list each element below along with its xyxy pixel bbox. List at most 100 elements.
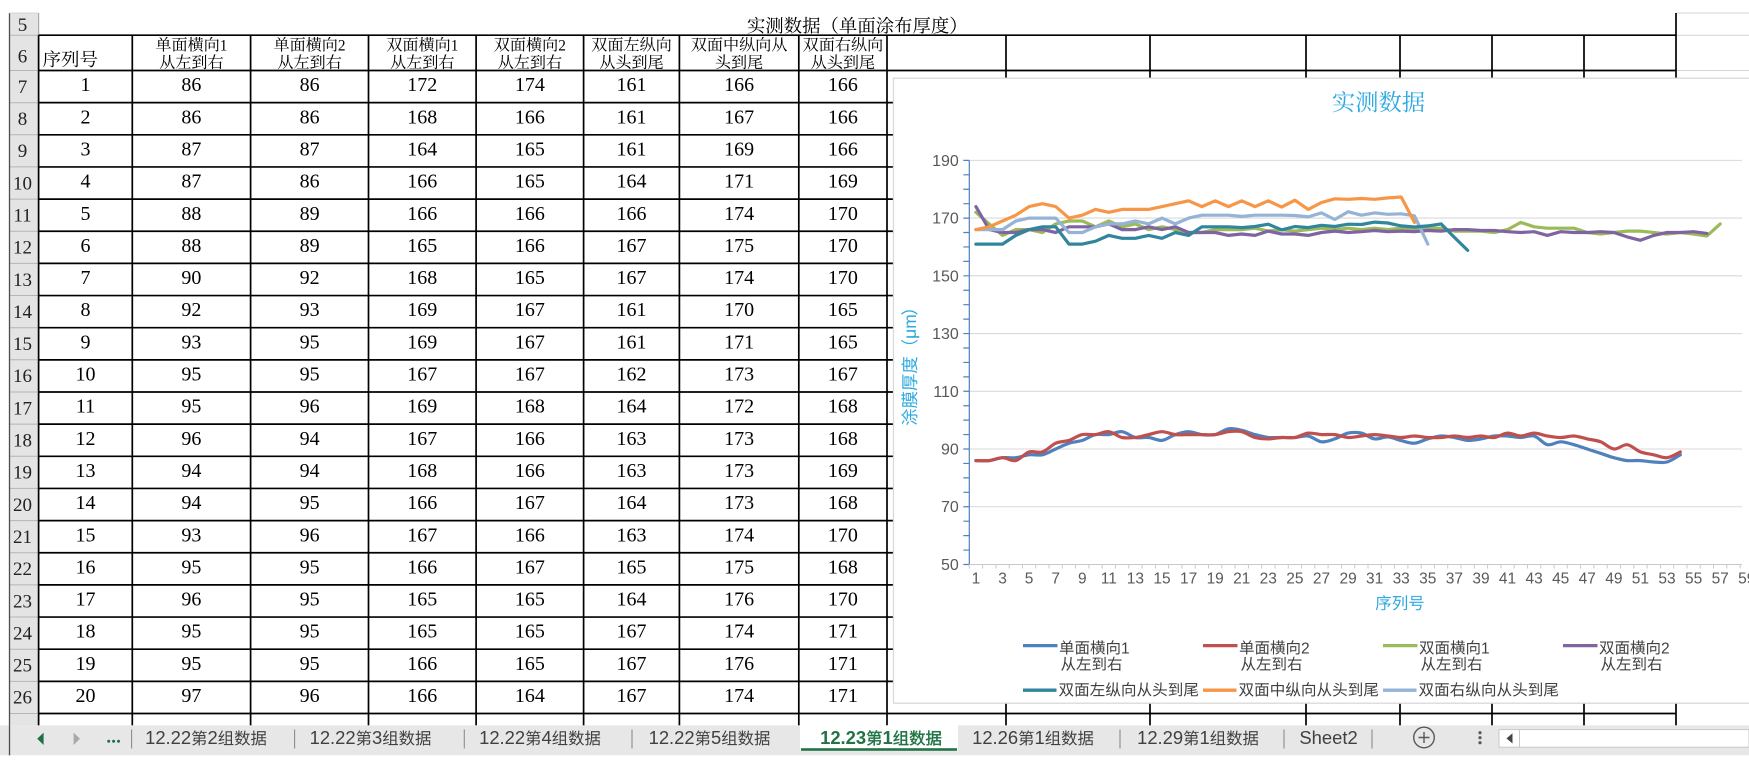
svg-text:21: 21 (13, 527, 32, 548)
svg-text:167: 167 (828, 364, 858, 386)
svg-text:3: 3 (81, 139, 91, 161)
svg-text:171: 171 (828, 653, 858, 675)
svg-text:92: 92 (181, 299, 201, 321)
svg-text:9: 9 (18, 141, 28, 162)
svg-text:167: 167 (407, 364, 437, 386)
svg-text:167: 167 (407, 524, 437, 546)
svg-text:26: 26 (13, 688, 32, 709)
svg-text:168: 168 (407, 460, 437, 482)
svg-text:167: 167 (617, 621, 647, 643)
svg-text:12.26: 12.26 (972, 727, 1018, 748)
svg-text:96: 96 (300, 396, 320, 418)
svg-text:95: 95 (300, 556, 320, 578)
svg-text:1: 1 (81, 74, 91, 96)
svg-text:86: 86 (181, 74, 201, 96)
svg-text:1: 1 (972, 571, 981, 588)
svg-text:2: 2 (1661, 640, 1670, 657)
svg-text:169: 169 (407, 396, 437, 418)
svg-text:165: 165 (828, 299, 858, 321)
svg-text:87: 87 (181, 139, 201, 161)
svg-text:161: 161 (617, 331, 647, 353)
svg-text:170: 170 (828, 203, 858, 225)
svg-text:171: 171 (828, 685, 858, 707)
svg-text:170: 170 (932, 211, 959, 228)
svg-text:166: 166 (617, 203, 647, 225)
svg-text:15: 15 (76, 524, 96, 546)
svg-text:95: 95 (300, 331, 320, 353)
svg-text:11: 11 (76, 396, 95, 418)
svg-text:86: 86 (300, 106, 320, 128)
svg-text:7: 7 (81, 267, 91, 289)
svg-text:2: 2 (1301, 640, 1310, 657)
svg-text:11: 11 (1101, 571, 1117, 588)
svg-text:2: 2 (81, 106, 91, 128)
svg-text:167: 167 (515, 556, 545, 578)
svg-text:87: 87 (300, 139, 320, 161)
svg-text:166: 166 (407, 653, 437, 675)
svg-text:20: 20 (13, 495, 32, 516)
svg-text:166: 166 (515, 524, 545, 546)
svg-text:130: 130 (932, 326, 959, 343)
svg-text:166: 166 (828, 74, 858, 96)
svg-text:41: 41 (1499, 571, 1516, 588)
svg-text:7: 7 (1051, 571, 1060, 588)
svg-text:17: 17 (1180, 571, 1197, 588)
svg-text:97: 97 (181, 685, 201, 707)
svg-text:39: 39 (1472, 571, 1489, 588)
svg-text:168: 168 (828, 492, 858, 514)
svg-text:19: 19 (1207, 571, 1224, 588)
svg-text:17: 17 (13, 398, 32, 419)
svg-text:96: 96 (181, 589, 201, 611)
svg-text:89: 89 (300, 235, 320, 257)
svg-text:166: 166 (515, 203, 545, 225)
svg-text:2: 2 (558, 37, 566, 54)
svg-text:33: 33 (1393, 571, 1410, 588)
svg-text:95: 95 (300, 364, 320, 386)
svg-text:150: 150 (932, 268, 959, 285)
svg-text:12.29: 12.29 (1137, 727, 1183, 748)
svg-text:166: 166 (515, 106, 545, 128)
svg-text:21: 21 (1233, 571, 1250, 588)
svg-text:95: 95 (181, 364, 201, 386)
svg-text:4: 4 (81, 171, 91, 193)
svg-text:167: 167 (617, 685, 647, 707)
svg-text:49: 49 (1605, 571, 1622, 588)
svg-text:88: 88 (181, 203, 201, 225)
svg-text:161: 161 (617, 139, 647, 161)
svg-text:175: 175 (724, 235, 754, 257)
svg-text:95: 95 (300, 621, 320, 643)
svg-text:169: 169 (828, 460, 858, 482)
svg-text:173: 173 (724, 364, 754, 386)
svg-text:166: 166 (407, 203, 437, 225)
svg-text:96: 96 (300, 524, 320, 546)
svg-text:167: 167 (407, 428, 437, 450)
svg-text:88: 88 (181, 235, 201, 257)
svg-text:20: 20 (76, 685, 96, 707)
svg-text:173: 173 (724, 460, 754, 482)
svg-text:14: 14 (13, 302, 33, 323)
svg-text:164: 164 (617, 396, 647, 418)
svg-text:167: 167 (724, 106, 754, 128)
svg-text:3: 3 (998, 571, 1007, 588)
svg-text:168: 168 (407, 106, 437, 128)
svg-text:11: 11 (13, 206, 31, 227)
svg-text:165: 165 (407, 589, 437, 611)
svg-text:6: 6 (81, 235, 91, 257)
svg-text:164: 164 (617, 589, 647, 611)
svg-text:92: 92 (300, 267, 320, 289)
svg-text:25: 25 (13, 656, 32, 677)
svg-text:51: 51 (1632, 571, 1649, 588)
svg-text:87: 87 (181, 171, 201, 193)
svg-text:170: 170 (828, 267, 858, 289)
svg-text:170: 170 (724, 299, 754, 321)
svg-text:13: 13 (1127, 571, 1144, 588)
svg-text:165: 165 (407, 621, 437, 643)
svg-text:166: 166 (407, 492, 437, 514)
svg-text:95: 95 (300, 589, 320, 611)
svg-text:96: 96 (181, 428, 201, 450)
svg-text:53: 53 (1658, 571, 1675, 588)
svg-text:12.22: 12.22 (145, 727, 191, 748)
svg-text:164: 164 (617, 492, 647, 514)
svg-text:70: 70 (941, 499, 959, 516)
svg-text:168: 168 (515, 396, 545, 418)
